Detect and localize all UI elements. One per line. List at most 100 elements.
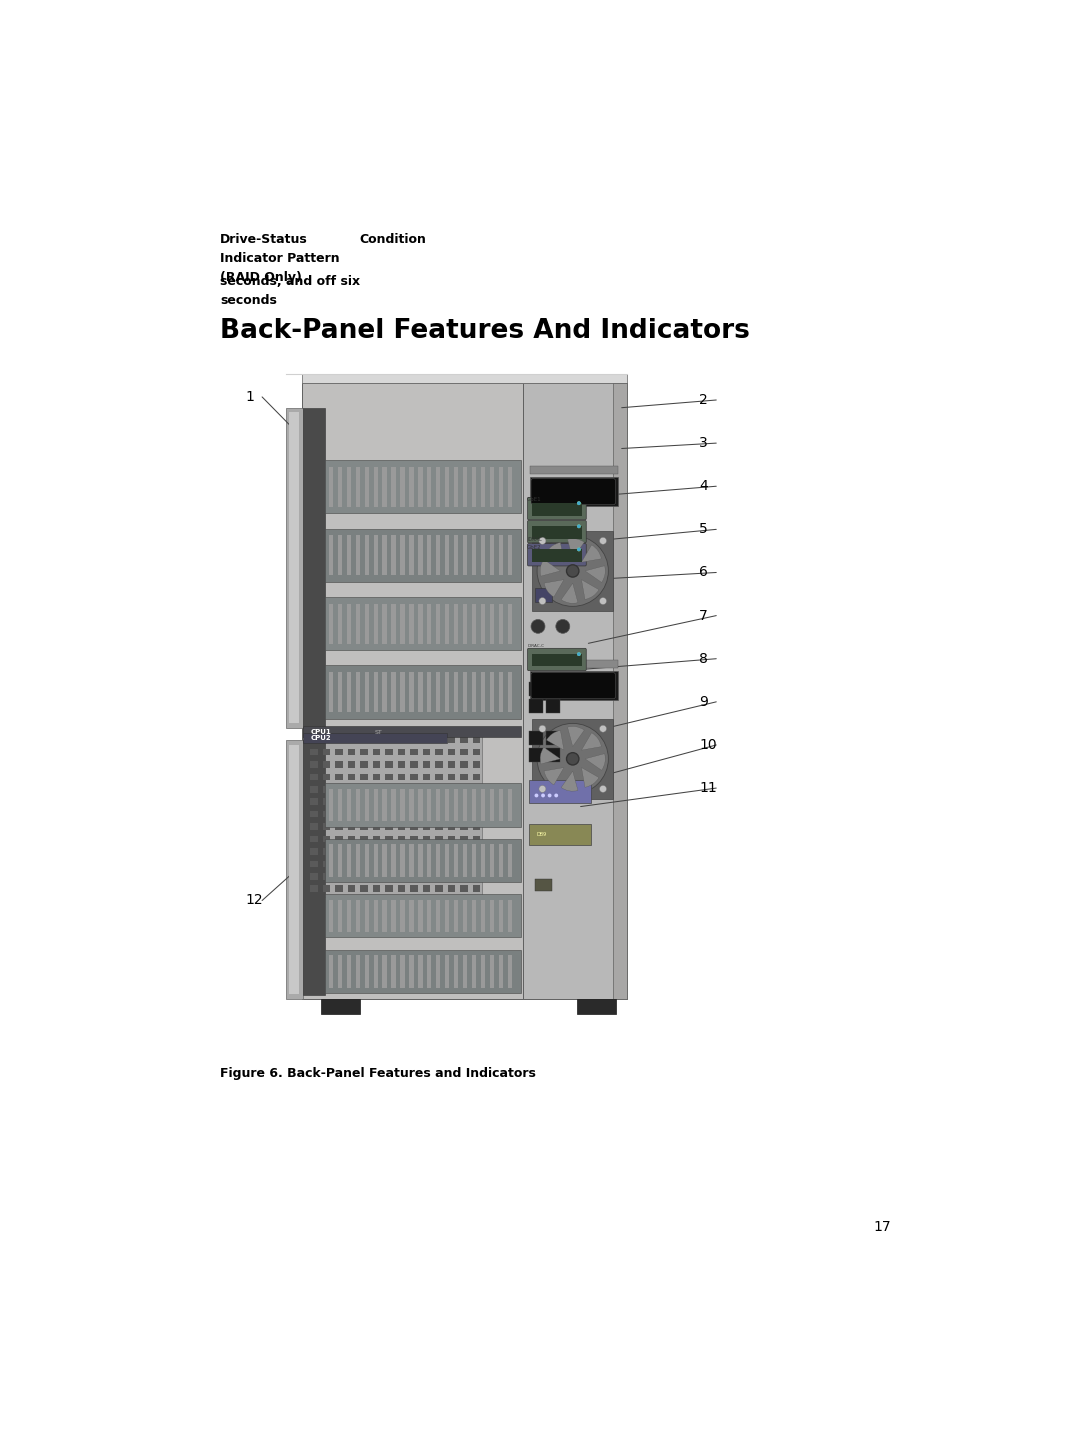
Bar <box>310 823 318 830</box>
Bar <box>325 460 521 513</box>
Bar <box>532 531 613 611</box>
Bar <box>428 467 432 508</box>
Bar <box>409 673 414 713</box>
Bar <box>323 810 330 817</box>
Bar <box>472 901 476 932</box>
Wedge shape <box>581 767 599 787</box>
Bar <box>435 749 443 756</box>
Bar <box>418 673 422 713</box>
Bar <box>382 535 387 575</box>
Bar <box>448 773 455 780</box>
Bar <box>289 744 298 994</box>
Circle shape <box>577 548 581 551</box>
Bar <box>435 736 443 743</box>
Bar <box>535 588 552 602</box>
Bar <box>445 845 449 876</box>
Bar <box>460 736 468 743</box>
Bar <box>473 736 481 743</box>
Bar <box>325 839 521 882</box>
Bar <box>382 789 387 822</box>
Bar <box>397 761 405 767</box>
Bar <box>361 823 367 830</box>
Bar <box>529 681 542 695</box>
Bar <box>401 604 405 644</box>
Bar <box>386 823 393 830</box>
Bar <box>361 860 367 868</box>
Text: Drive-Status
Indicator Pattern
(RAID Only): Drive-Status Indicator Pattern (RAID Onl… <box>220 232 340 284</box>
Bar <box>436 673 441 713</box>
Bar <box>401 845 405 876</box>
Bar <box>365 845 368 876</box>
Bar <box>448 810 455 817</box>
Bar <box>391 467 395 508</box>
Bar <box>460 873 468 879</box>
Bar <box>361 761 367 767</box>
Bar <box>397 736 405 743</box>
Bar <box>545 698 559 713</box>
Bar <box>303 727 521 737</box>
Bar <box>410 749 418 756</box>
Bar <box>436 845 441 876</box>
Bar <box>361 773 367 780</box>
Bar <box>365 673 368 713</box>
Bar <box>386 810 393 817</box>
Bar <box>328 673 333 713</box>
Bar <box>348 799 355 804</box>
Bar <box>460 823 468 830</box>
Bar <box>301 383 523 999</box>
Bar <box>529 698 542 713</box>
Circle shape <box>577 652 581 655</box>
Bar <box>365 789 368 822</box>
Text: iDRAC: iDRAC <box>527 536 542 542</box>
Bar <box>386 749 393 756</box>
Bar <box>391 673 395 713</box>
Circle shape <box>539 538 545 545</box>
Bar <box>410 773 418 780</box>
Bar <box>410 736 418 743</box>
Bar <box>397 873 405 879</box>
Bar <box>530 466 618 473</box>
Bar <box>422 773 430 780</box>
Bar <box>410 860 418 868</box>
Bar <box>508 955 512 988</box>
Bar <box>508 604 512 644</box>
Bar <box>435 773 443 780</box>
Bar <box>545 681 559 695</box>
Text: 2: 2 <box>699 393 708 407</box>
Bar <box>529 731 542 744</box>
Bar <box>374 955 378 988</box>
Circle shape <box>567 753 579 764</box>
Bar <box>335 736 342 743</box>
Bar <box>410 873 418 879</box>
Bar <box>409 789 414 822</box>
Bar <box>499 955 503 988</box>
Bar <box>473 847 481 855</box>
Wedge shape <box>581 545 602 562</box>
Bar <box>338 845 342 876</box>
Circle shape <box>577 548 581 551</box>
Bar <box>397 823 405 830</box>
Bar <box>401 673 405 713</box>
Bar <box>286 407 303 728</box>
Bar <box>472 535 476 575</box>
Text: seconds, and off six
seconds: seconds, and off six seconds <box>220 275 361 307</box>
Bar <box>391 535 395 575</box>
Bar <box>325 665 521 718</box>
Bar <box>386 836 393 842</box>
Bar <box>422 749 430 756</box>
Bar <box>428 604 432 644</box>
Bar <box>545 749 559 761</box>
Circle shape <box>577 502 581 505</box>
Bar <box>463 955 468 988</box>
Bar <box>422 873 430 879</box>
Bar <box>365 467 368 508</box>
Bar <box>310 810 318 817</box>
Wedge shape <box>546 730 564 750</box>
Bar <box>530 660 618 668</box>
Bar <box>481 604 485 644</box>
Bar <box>303 740 325 995</box>
Bar <box>409 901 414 932</box>
Bar <box>310 749 318 756</box>
Bar <box>386 860 393 868</box>
Bar <box>347 535 351 575</box>
